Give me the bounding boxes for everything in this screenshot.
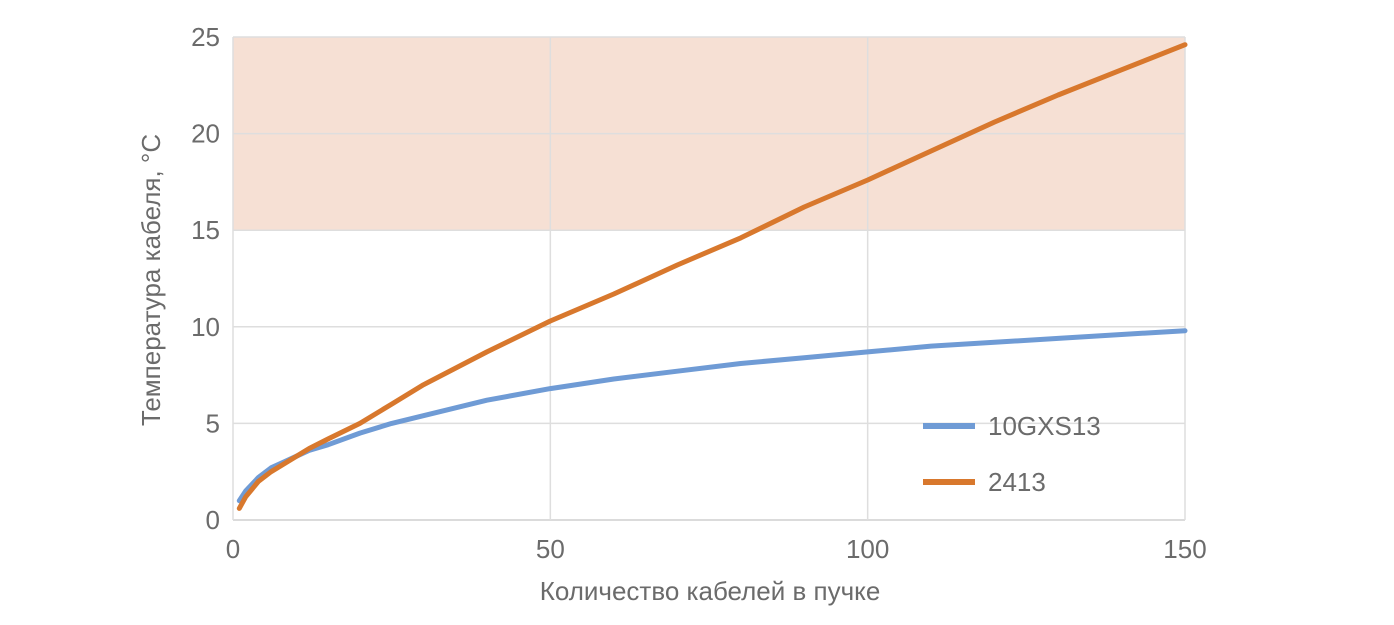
y-tick-label: 20 — [191, 119, 220, 149]
x-axis-title: Количество кабелей в пучке — [540, 576, 881, 606]
series-line-2413 — [236, 42, 1188, 511]
y-axis-title: Температура кабеля, °C — [136, 134, 166, 426]
x-tick-label: 50 — [536, 534, 565, 564]
grid-lines — [232, 36, 1186, 521]
y-tick-label: 25 — [191, 22, 220, 52]
series-lines — [236, 42, 1188, 511]
legend-label-10gxs13: 10GXS13 — [988, 411, 1101, 441]
legend-label-2413: 2413 — [988, 467, 1046, 497]
x-tick-label: 150 — [1163, 534, 1206, 564]
y-tick-label: 0 — [206, 505, 220, 535]
tick-labels: 0 5 10 15 20 25 0 50 100 150 — [191, 22, 1207, 564]
x-tick-label: 100 — [846, 534, 889, 564]
y-tick-label: 5 — [206, 408, 220, 438]
x-tick-label: 0 — [226, 534, 240, 564]
y-tick-label: 15 — [191, 215, 220, 245]
y-tick-label: 10 — [191, 312, 220, 342]
legend: 10GXS13 2413 — [923, 411, 1101, 497]
